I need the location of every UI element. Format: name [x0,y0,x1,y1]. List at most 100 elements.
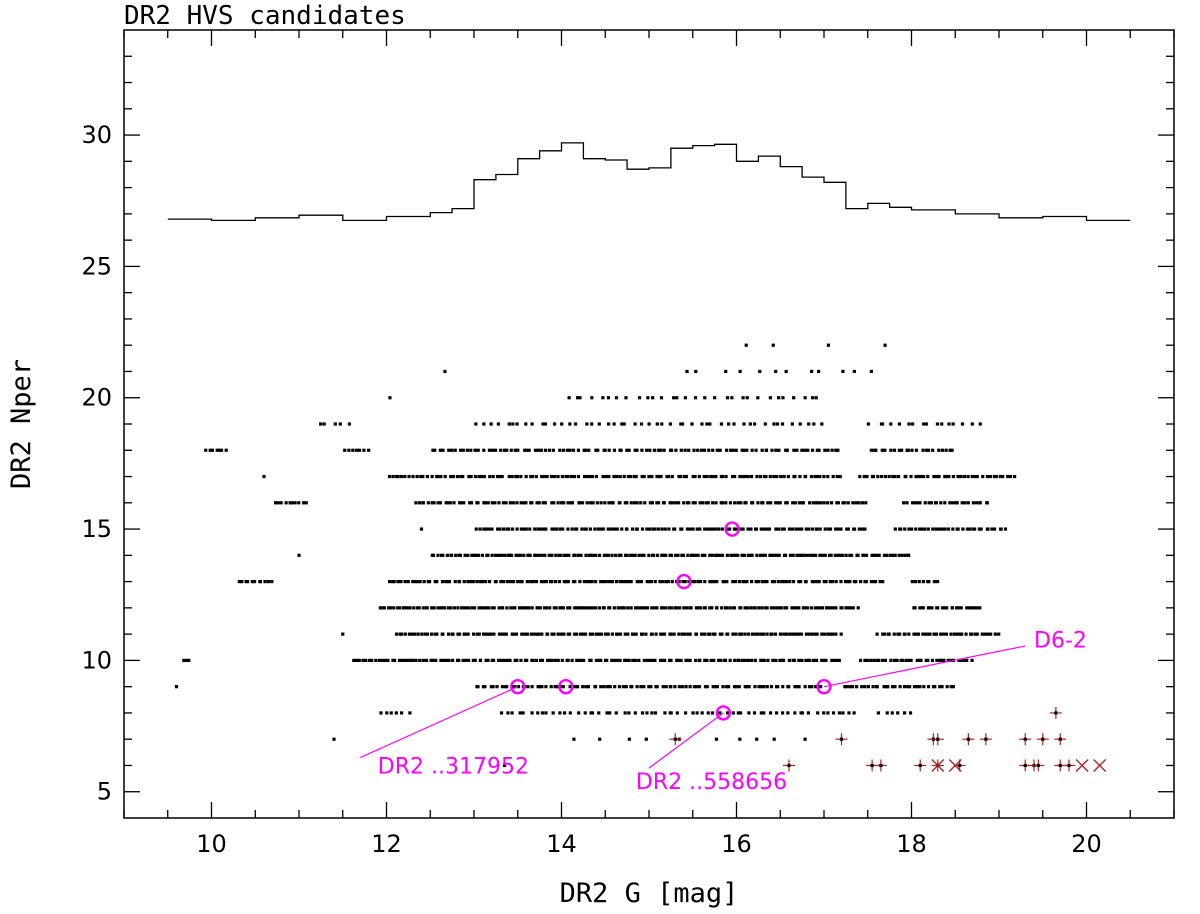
field-star [951,685,955,689]
field-star [511,422,515,426]
field-star [612,448,617,452]
field-star [731,553,736,557]
field-star [745,396,749,400]
field-star [663,658,667,662]
field-star [446,632,451,636]
field-star [892,448,897,452]
field-star [702,474,706,479]
field-star [611,501,615,505]
field-star [618,580,622,584]
field-star [762,685,766,689]
field-star [568,422,572,426]
field-star [447,448,451,452]
field-star [441,448,445,452]
field-star [961,527,965,531]
field-star [605,658,609,662]
field-star [530,501,534,505]
field-star [790,422,794,426]
field-star [515,658,519,662]
field-star [755,474,759,479]
field-star [815,448,819,452]
field-star [653,658,657,662]
field-star [965,658,969,662]
field-star [187,658,191,662]
field-star [559,632,563,636]
field-star [708,580,712,584]
field-star [535,632,539,636]
field-star [909,658,913,662]
field-star [885,553,889,557]
field-star [430,501,434,505]
field-star [603,448,607,452]
field-star [798,422,802,426]
field-star [656,527,661,531]
field-star [394,711,398,715]
field-star [845,685,849,689]
field-star [604,553,608,557]
field-star [523,448,527,452]
field-star [932,580,936,584]
field-star [660,527,664,531]
field-star [570,474,574,479]
field-star [837,711,842,715]
field-star [517,606,522,610]
field-star [497,606,501,610]
field-star [584,527,588,531]
field-star [907,527,911,531]
field-star [669,711,673,715]
field-star [899,527,903,531]
field-star [419,527,424,531]
field-star [929,501,933,505]
field-star [883,448,887,452]
field-star [935,422,940,426]
field-star [664,580,668,584]
field-star [714,474,718,479]
field-star [811,658,816,662]
field-star [543,501,547,505]
field-star [562,580,566,584]
field-star [826,474,830,479]
field-star [510,711,514,715]
field-star [501,606,505,610]
field-star [554,606,558,610]
field-star [560,422,564,426]
field-star [443,369,447,374]
field-star [647,474,651,479]
field-star [669,685,673,689]
red-plus-marker [1063,759,1075,772]
field-star [973,474,978,479]
red-cross-b [931,758,945,772]
field-star [708,632,712,636]
field-star [544,711,548,715]
field-star [754,448,758,452]
field-star [770,448,774,452]
field-star [862,474,866,479]
field-star [509,553,514,557]
field-star [690,422,694,426]
red-plus-center [966,737,970,741]
field-star [731,632,735,636]
field-star [674,448,678,452]
field-star [902,501,906,505]
field-star [651,527,655,531]
field-star [738,632,742,636]
red-plus-marker [1054,733,1067,746]
field-star [833,553,837,557]
field-star [524,474,528,479]
field-star [623,711,627,715]
field-star [486,658,490,662]
field-star [449,606,453,610]
annotation-label: DR2 ..317952 [378,754,529,779]
field-star [930,658,935,662]
field-star [584,553,588,557]
field-star [745,580,749,584]
field-star [966,474,970,479]
field-star [756,632,760,636]
field-star [605,685,610,689]
field-star [599,580,603,584]
field-star [764,474,768,479]
field-star [814,396,818,400]
field-star [634,632,638,636]
field-star [801,553,805,557]
field-star [514,632,518,636]
